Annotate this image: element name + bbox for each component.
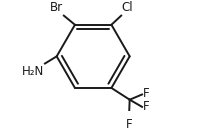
Text: H₂N: H₂N (22, 65, 44, 78)
Text: Br: Br (50, 1, 63, 14)
Text: F: F (143, 87, 149, 100)
Text: F: F (126, 118, 132, 130)
Text: Cl: Cl (122, 1, 134, 14)
Text: F: F (143, 100, 149, 113)
